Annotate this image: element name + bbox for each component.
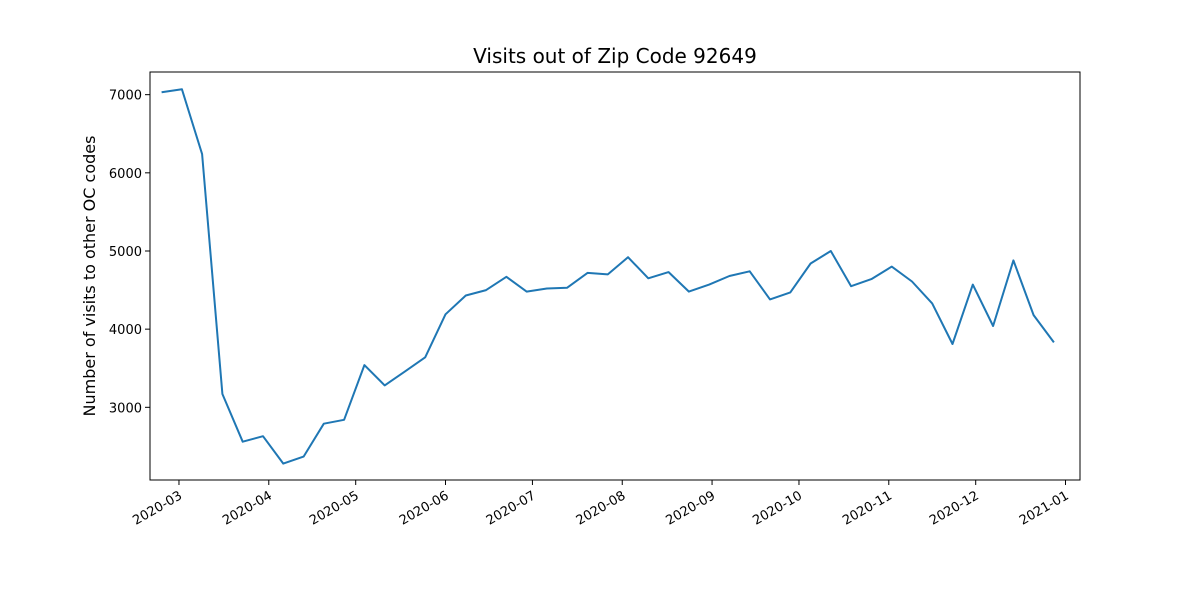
y-tick-label: 4000 xyxy=(109,323,142,338)
chart-title: Visits out of Zip Code 92649 xyxy=(473,44,757,68)
x-tick-label: 2020-11 xyxy=(840,488,895,528)
y-tick-label: 5000 xyxy=(109,245,142,260)
plot-area xyxy=(149,71,1081,481)
y-axis: 3000 4000 5000 6000 7000 xyxy=(109,89,150,416)
series-line xyxy=(161,88,1055,465)
x-tick-label: 2020-06 xyxy=(397,488,452,528)
x-tick-label: 2020-08 xyxy=(574,488,629,528)
y-tick-label: 3000 xyxy=(109,401,142,416)
y-tick-label: 6000 xyxy=(109,167,142,182)
series-layer xyxy=(161,88,1055,465)
x-tick-label: 2020-07 xyxy=(484,488,539,528)
x-tick-label: 2020-10 xyxy=(750,488,805,528)
x-tick-label: 2021-01 xyxy=(1017,488,1072,528)
y-tick-label: 7000 xyxy=(109,89,142,104)
x-tick-label: 2020-03 xyxy=(130,488,185,528)
x-axis: 2020-03 2020-04 2020-05 2020-06 2020-07 2020-… xyxy=(130,480,1072,529)
x-tick-label: 2020-12 xyxy=(927,488,982,528)
x-tick-label: 2020-09 xyxy=(664,488,719,528)
x-tick-label: 2020-05 xyxy=(307,488,362,528)
y-axis-label: Number of visits to other OC codes xyxy=(80,136,99,417)
x-tick-label: 2020-04 xyxy=(220,488,275,528)
